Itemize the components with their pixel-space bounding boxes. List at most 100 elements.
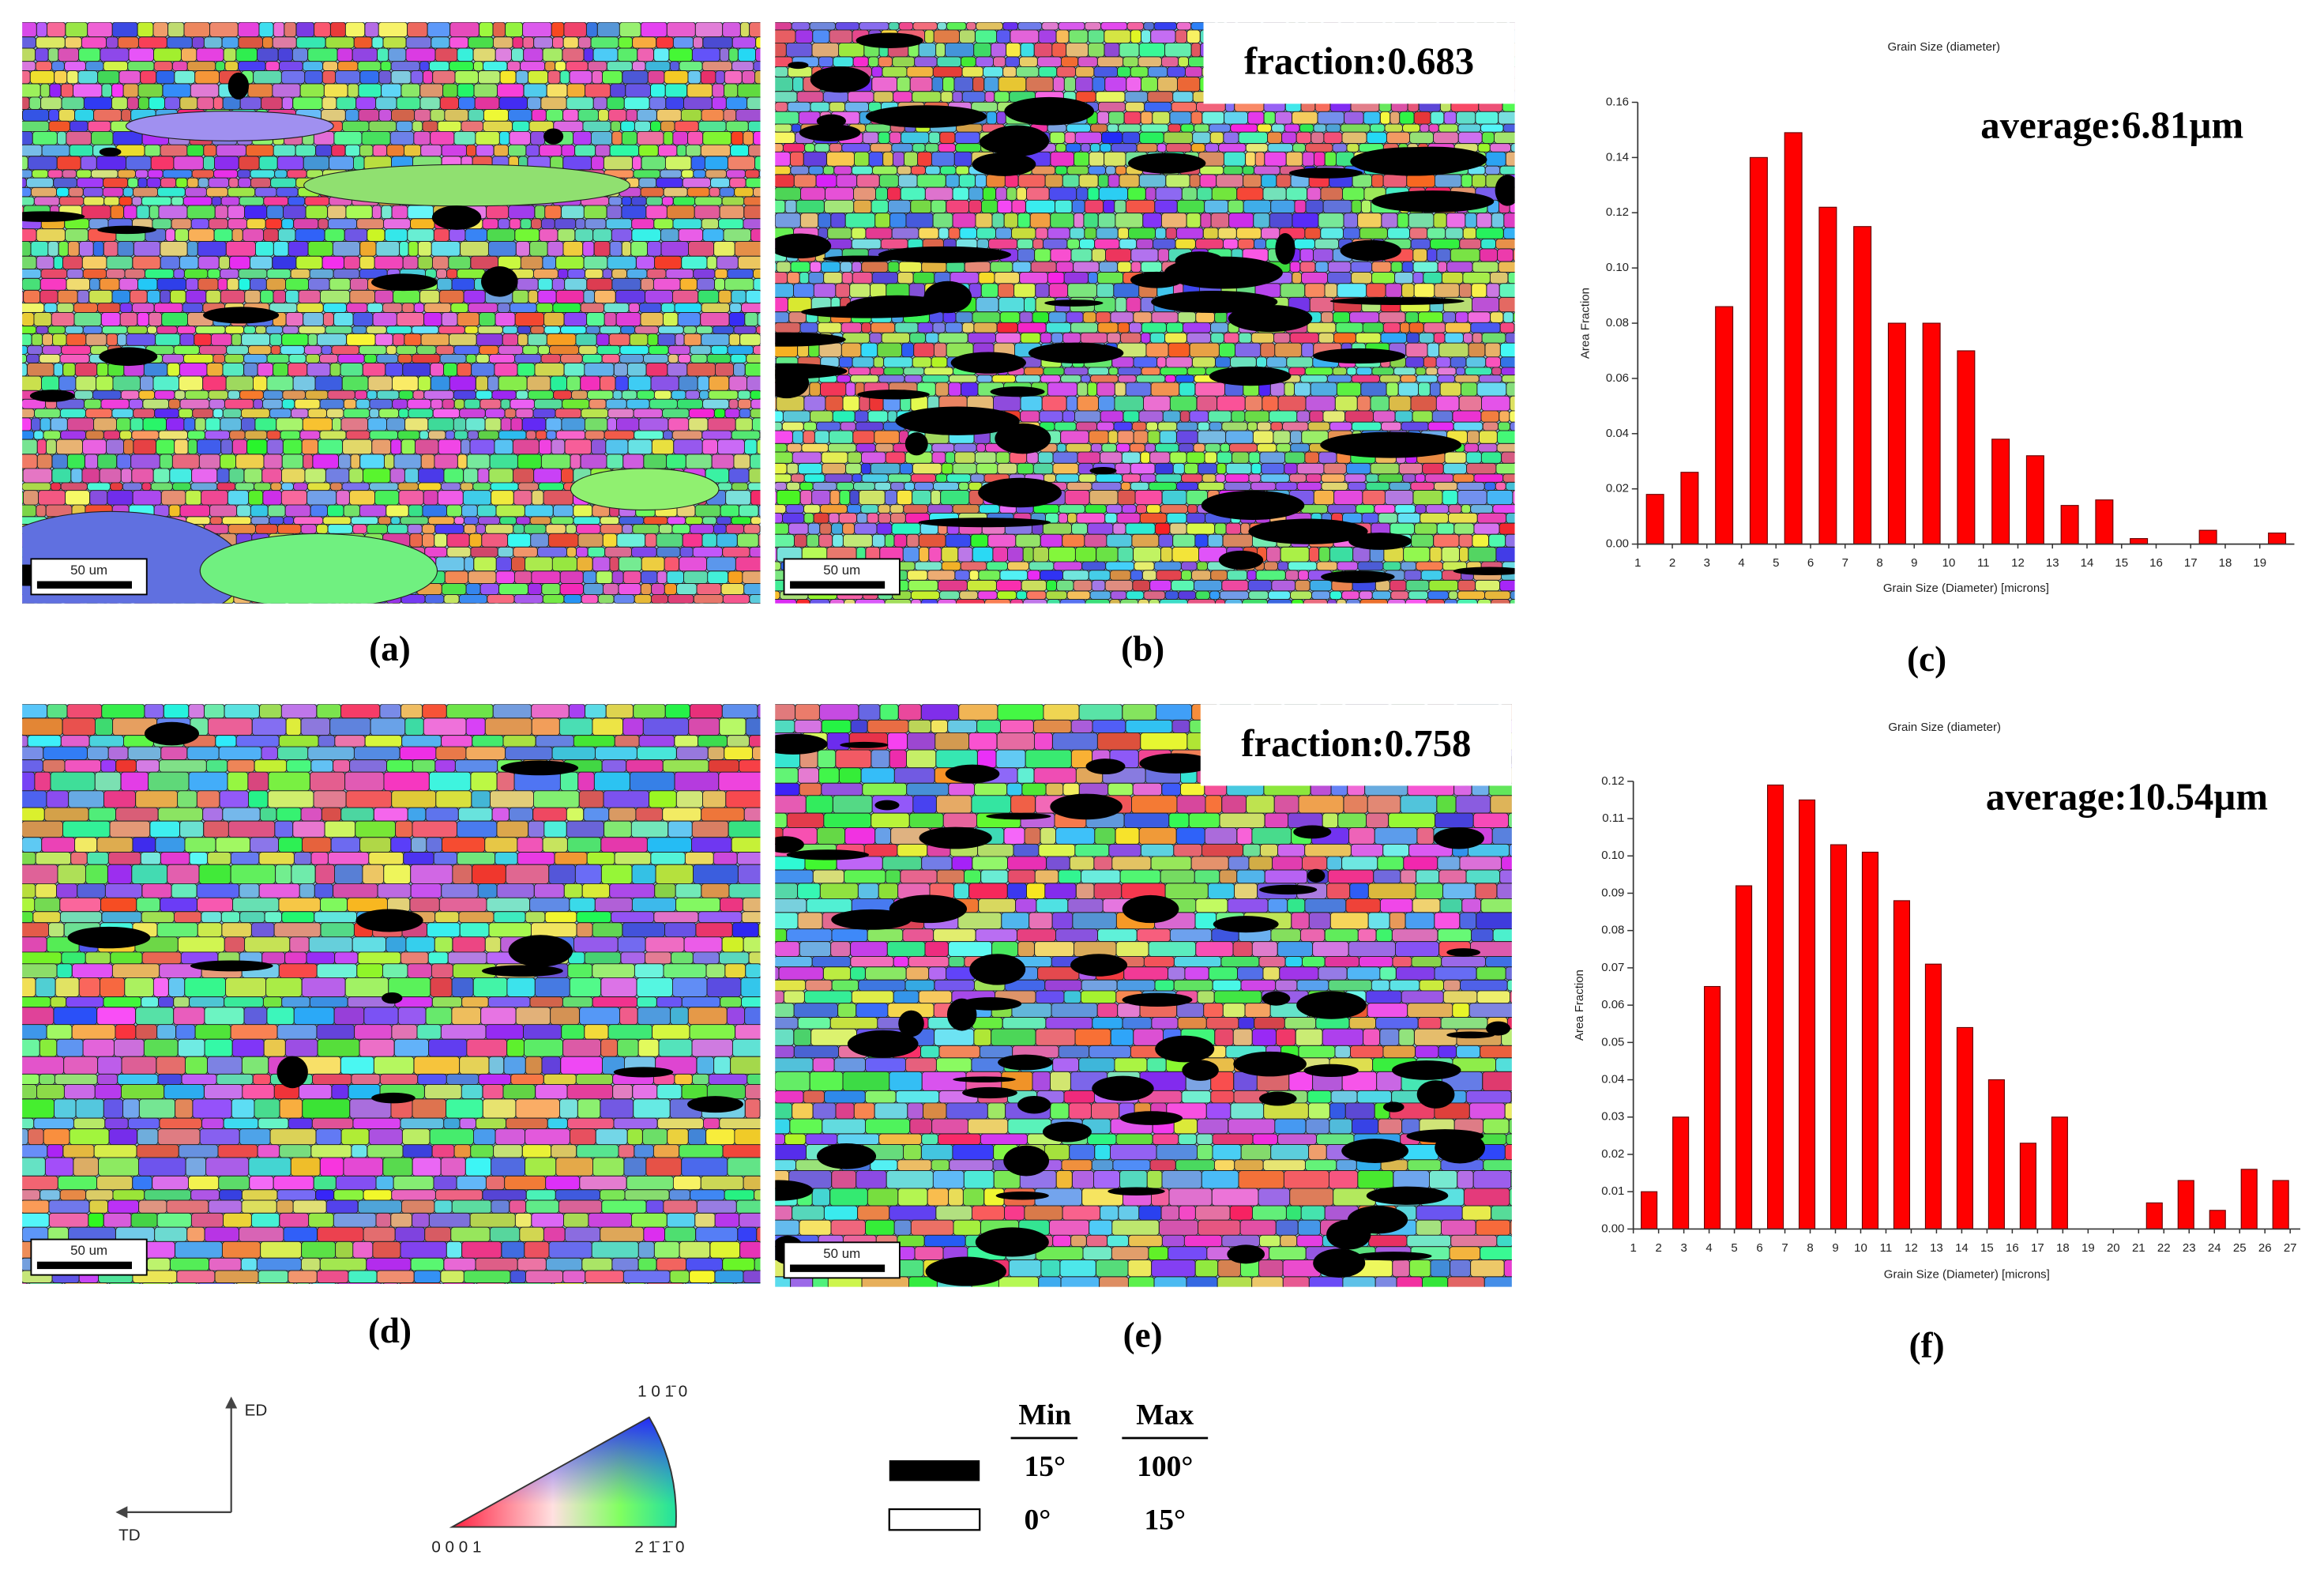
grain [112,130,143,145]
grain [689,524,714,534]
grain [912,462,942,475]
grain [405,47,436,62]
grain [543,1073,577,1085]
grain [142,417,167,431]
grain [378,70,392,85]
grain [186,177,199,188]
grain [1047,382,1078,397]
grain [43,430,62,440]
grain [156,186,186,198]
grain [527,96,542,110]
grain [660,169,683,179]
grain [327,524,353,534]
grain [417,375,431,391]
grain [584,363,615,377]
grain [633,704,666,719]
grain [576,922,593,938]
grain [1115,165,1127,175]
grain [1160,213,1187,228]
grain [1390,111,1401,125]
grain [127,61,155,72]
grain [1219,590,1250,601]
grain [513,570,532,584]
grain [43,746,88,760]
grain [775,111,799,125]
grain [871,66,883,77]
grain [626,109,638,122]
grain [1089,151,1105,167]
grain [152,218,172,230]
grain [1284,382,1295,397]
grain [1215,599,1226,604]
grain [970,533,989,548]
grain [160,177,177,188]
grain [261,746,278,760]
grain [578,344,598,355]
grain [539,228,558,242]
grain [1267,131,1283,144]
grain [754,156,761,171]
grain [333,759,351,773]
grain [51,454,69,469]
grain [144,704,164,719]
grain [30,241,49,257]
grain [1296,462,1325,475]
grain [671,430,703,440]
grain [731,289,746,304]
grain [676,583,698,596]
grain [1149,451,1171,464]
grain [1301,272,1329,284]
grain [968,570,980,581]
grain [452,936,486,953]
grain [955,165,970,175]
grain [1103,199,1115,214]
grain [86,852,109,865]
grain [150,156,175,171]
grain [932,322,946,333]
grain [938,579,968,592]
grain [583,255,608,270]
grain [1075,421,1098,431]
grain [99,468,122,484]
grain [533,398,563,409]
grain [117,36,139,49]
grain [140,852,161,865]
grain [332,417,342,431]
grain [461,1084,483,1100]
grain [1100,410,1124,423]
grain [1430,111,1445,125]
grain [910,590,940,601]
grain [1260,342,1276,358]
grain [1426,599,1446,604]
grain [201,490,228,506]
grain [1055,143,1066,152]
grain [295,255,323,270]
grain [1371,367,1394,376]
grain [22,375,43,391]
grain [714,269,728,279]
grain [26,353,40,363]
grain [818,56,834,67]
grain [775,131,795,144]
grain [724,83,739,98]
grain [758,504,761,518]
grain [215,735,237,747]
grain [1039,410,1063,423]
grain [592,96,607,110]
grain [468,533,483,548]
grain [675,897,720,913]
grain [961,66,984,77]
grain [867,512,879,524]
grain [835,22,860,31]
grain [22,290,24,303]
grain [927,570,956,581]
grain [84,398,102,409]
unrecrystallized-region [543,128,564,145]
grain [420,454,435,469]
grain [56,963,73,978]
grain [1143,590,1166,601]
grain [609,144,640,157]
grain [47,241,59,257]
grain [634,326,660,334]
grain [1043,367,1065,376]
